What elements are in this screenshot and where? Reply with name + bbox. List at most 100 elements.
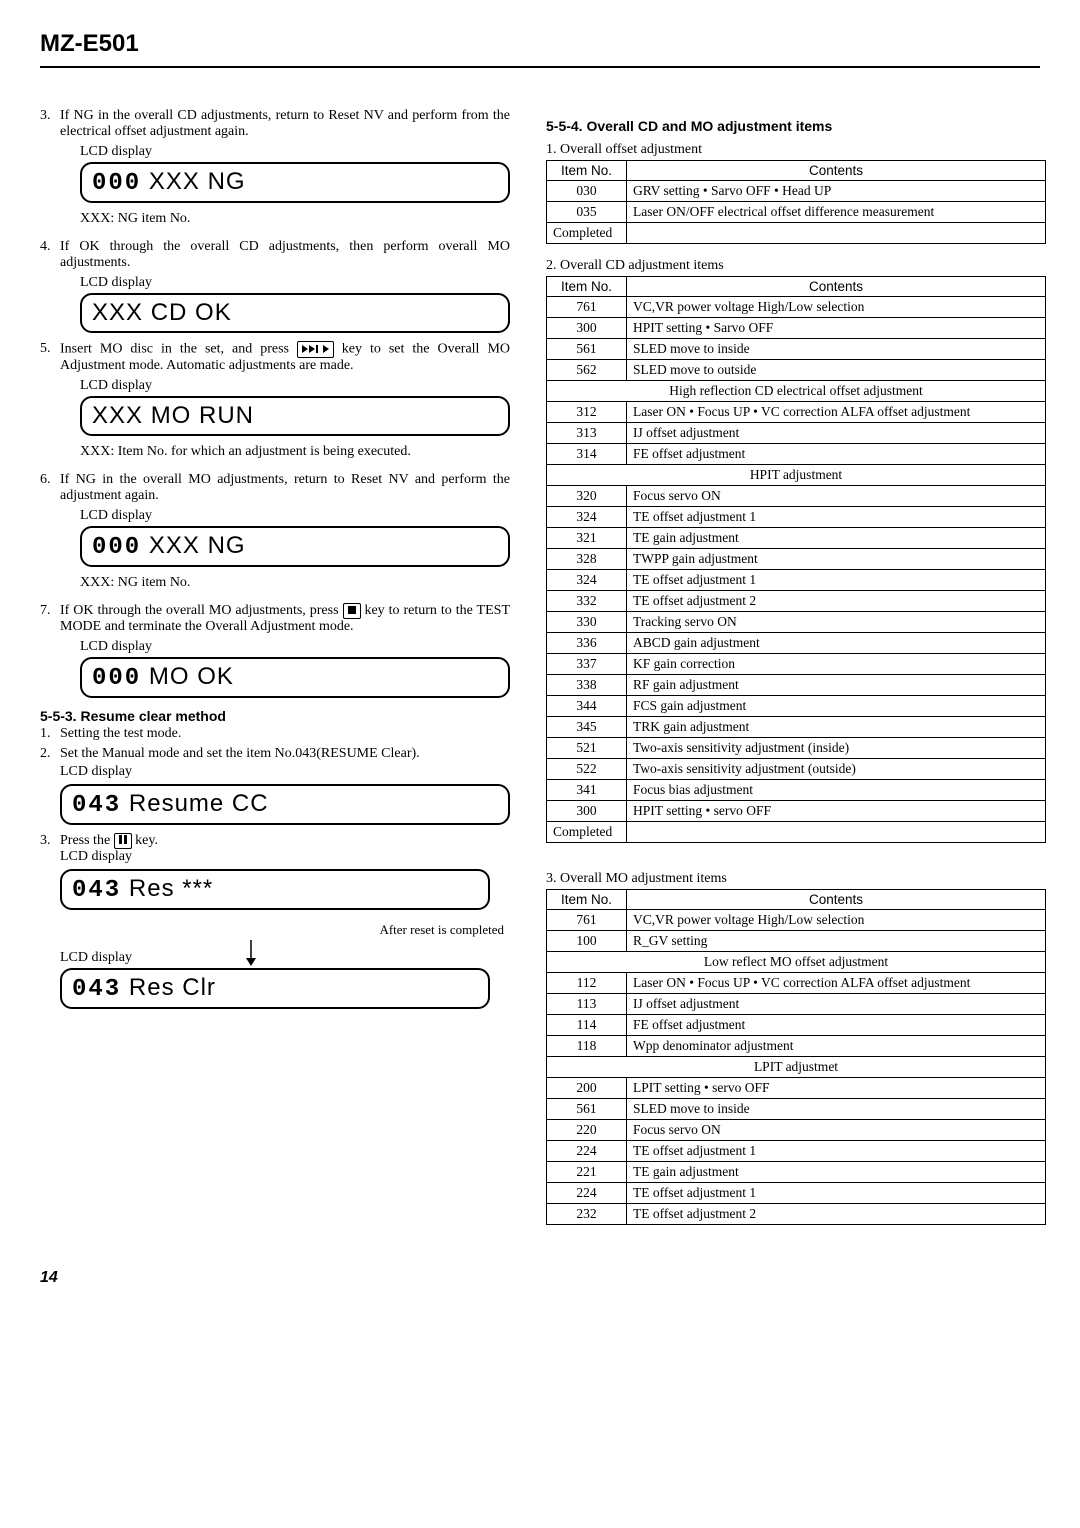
table-row: 220Focus servo ON	[547, 1120, 1046, 1141]
table-row: 232TE offset adjustment 2	[547, 1204, 1046, 1225]
item-no-cell: 312	[547, 402, 627, 423]
contents-cell: RF gain adjustment	[627, 675, 1046, 696]
contents-cell: KF gain correction	[627, 654, 1046, 675]
table-row: 328TWPP gain adjustment	[547, 549, 1046, 570]
item-no-cell: 113	[547, 994, 627, 1015]
step-7: 7. If OK through the overall MO adjustme…	[40, 603, 510, 698]
table-row: 330Tracking servo ON	[547, 612, 1046, 633]
step-text-before: If OK through the overall MO adjustments…	[60, 603, 343, 618]
table-row: 338RF gain adjustment	[547, 675, 1046, 696]
table-span-cell: Low reflect MO offset adjustment	[547, 952, 1046, 973]
lcd-display: 000 XXX NG	[80, 162, 510, 203]
item-no-cell: 521	[547, 738, 627, 759]
resume-step-3: 3. Press the key. LCD display	[40, 833, 510, 865]
item-no-cell: 328	[547, 549, 627, 570]
pause-key-icon	[114, 833, 132, 849]
step-note: XXX: NG item No.	[80, 575, 510, 591]
table-row: 224TE offset adjustment 1	[547, 1183, 1046, 1204]
after-reset-text: After reset is completed	[190, 922, 504, 938]
table-row: 341Focus bias adjustment	[547, 780, 1046, 801]
step-4: 4. If OK through the overall CD adjustme…	[40, 239, 510, 333]
table1-caption: 1. Overall offset adjustment	[546, 142, 1046, 158]
lcd-seg: 043	[72, 976, 121, 1003]
lcd-text: XXX NG	[141, 532, 245, 559]
lcd-seg: 000	[92, 665, 141, 692]
contents-cell: IJ offset adjustment	[627, 423, 1046, 444]
step-text: If NG in the overall CD adjustments, ret…	[60, 108, 510, 139]
contents-cell: Laser ON/OFF electrical offset differenc…	[627, 202, 1046, 223]
th-item: Item No.	[547, 890, 627, 910]
contents-cell: Laser ON • Focus UP • VC correction ALFA…	[627, 973, 1046, 994]
step-text-before: Press the	[60, 833, 114, 848]
lcd-display: XXX CD OK	[80, 293, 510, 333]
table-row: 324TE offset adjustment 1	[547, 570, 1046, 591]
step-note: XXX: NG item No.	[80, 211, 510, 227]
lcd-text: MO OK	[141, 663, 234, 690]
contents-cell: HPIT setting • servo OFF	[627, 801, 1046, 822]
contents-cell: TE offset adjustment 1	[627, 1141, 1046, 1162]
contents-cell: ABCD gain adjustment	[627, 633, 1046, 654]
step-number: 7.	[40, 603, 51, 619]
lcd-label: LCD display	[60, 849, 510, 865]
resume-step-2: 2. Set the Manual mode and set the item …	[40, 746, 510, 780]
table-row: 522Two-axis sensitivity adjustment (outs…	[547, 759, 1046, 780]
table-row: 118Wpp denominator adjustment	[547, 1036, 1046, 1057]
contents-cell: TE gain adjustment	[627, 528, 1046, 549]
contents-cell: Two-axis sensitivity adjustment (inside)	[627, 738, 1046, 759]
contents-cell: LPIT setting • servo OFF	[627, 1078, 1046, 1099]
item-no-cell: 300	[547, 318, 627, 339]
contents-cell	[627, 822, 1046, 843]
item-no-cell: 314	[547, 444, 627, 465]
th-contents: Contents	[627, 161, 1046, 181]
table-row: 113IJ offset adjustment	[547, 994, 1046, 1015]
contents-cell: Focus servo ON	[627, 1120, 1046, 1141]
resume-step-1: 1. Setting the test mode.	[40, 726, 510, 742]
contents-cell: Wpp denominator adjustment	[627, 1036, 1046, 1057]
resume-steps: 1. Setting the test mode. 2. Set the Man…	[40, 726, 510, 780]
table-row: 345TRK gain adjustment	[547, 717, 1046, 738]
contents-cell: FE offset adjustment	[627, 444, 1046, 465]
table-row: LPIT adjustmet	[547, 1057, 1046, 1078]
contents-cell: VC,VR power voltage High/Low selection	[627, 297, 1046, 318]
table-row: 100R_GV setting	[547, 931, 1046, 952]
item-no-cell: 200	[547, 1078, 627, 1099]
item-no-cell: 561	[547, 1099, 627, 1120]
item-no-cell: 338	[547, 675, 627, 696]
table-row: 224TE offset adjustment 1	[547, 1141, 1046, 1162]
item-no-cell: 345	[547, 717, 627, 738]
table-row: 114FE offset adjustment	[547, 1015, 1046, 1036]
contents-cell: Tracking servo ON	[627, 612, 1046, 633]
table-row: HPIT adjustment	[547, 465, 1046, 486]
table-row: 221TE gain adjustment	[547, 1162, 1046, 1183]
step-note: XXX: Item No. for which an adjustment is…	[80, 444, 510, 460]
table-row: 200LPIT setting • servo OFF	[547, 1078, 1046, 1099]
table-row: Completed	[547, 822, 1046, 843]
item-no-cell: Completed	[547, 822, 627, 843]
item-no-cell: 300	[547, 801, 627, 822]
contents-cell: FCS gain adjustment	[627, 696, 1046, 717]
table-row: 337KF gain correction	[547, 654, 1046, 675]
lcd-display: 000 MO OK	[80, 657, 510, 698]
lcd-seg: 043	[72, 877, 121, 904]
table-row: 521Two-axis sensitivity adjustment (insi…	[547, 738, 1046, 759]
contents-cell: Focus servo ON	[627, 486, 1046, 507]
table-row: 324TE offset adjustment 1	[547, 507, 1046, 528]
lcd-text: XXX CD OK	[92, 299, 232, 326]
table-row: 313IJ offset adjustment	[547, 423, 1046, 444]
lcd-text: XXX MO RUN	[92, 402, 254, 429]
item-no-cell: 321	[547, 528, 627, 549]
step-5: 5. Insert MO disc in the set, and press …	[40, 341, 510, 460]
contents-cell: Laser ON • Focus UP • VC correction ALFA…	[627, 402, 1046, 423]
contents-cell: Two-axis sensitivity adjustment (outside…	[627, 759, 1046, 780]
table-row: 300HPIT setting • Sarvo OFF	[547, 318, 1046, 339]
page-number: 14	[40, 1269, 1040, 1287]
item-no-cell: 224	[547, 1183, 627, 1204]
stop-key-icon	[343, 603, 361, 619]
lcd-display: 043 Res Clr	[60, 968, 490, 1009]
contents-cell: SLED move to inside	[627, 339, 1046, 360]
resume-step-3-wrap: 3. Press the key. LCD display	[40, 833, 510, 865]
item-no-cell: 761	[547, 910, 627, 931]
step-3: 3. If NG in the overall CD adjustments, …	[40, 108, 510, 227]
resume-section-title: 5-5-3. Resume clear method	[40, 708, 510, 724]
contents-cell: R_GV setting	[627, 931, 1046, 952]
